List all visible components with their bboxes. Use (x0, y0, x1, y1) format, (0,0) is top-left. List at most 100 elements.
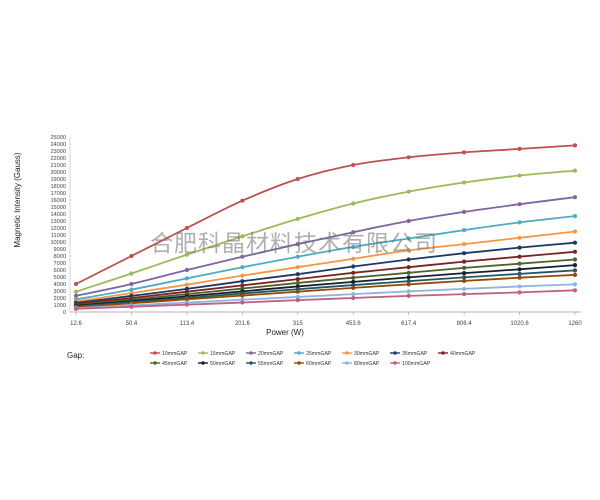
data-point-25mmgap (517, 220, 522, 225)
legend-label-10mmgap: 10mmGAP (162, 351, 188, 357)
data-point-100mmgap (517, 290, 522, 295)
data-point-50mmgap (406, 275, 411, 280)
legend-label-45mmgap: 45mmGAP (162, 361, 188, 367)
y-tick-label: 17000 (50, 191, 66, 197)
data-point-35mmgap (517, 245, 522, 250)
data-point-30mmgap (295, 265, 300, 270)
data-point-45mmgap (406, 270, 411, 275)
data-point-80mmgap (406, 289, 411, 294)
x-tick-label: 12.6 (70, 321, 82, 327)
data-point-55mmgap (462, 275, 467, 280)
data-point-55mmgap (572, 268, 578, 273)
y-tick-label: 18000 (50, 184, 66, 190)
series-line-30mmgap (75, 230, 576, 303)
data-point-35mmgap (572, 240, 578, 245)
y-tick-label: 6000 (54, 268, 66, 274)
data-point-30mmgap (406, 248, 411, 253)
data-point-60mmgap (462, 278, 467, 283)
data-point-20mmgap (295, 242, 300, 247)
data-point-60mmgap (517, 275, 522, 280)
series-lines (73, 143, 578, 311)
data-point-20mmgap (572, 195, 578, 200)
data-point-25mmgap (184, 276, 189, 281)
data-point-20mmgap (184, 267, 189, 273)
data-point-25mmgap (295, 254, 300, 259)
y-tick-label: 16000 (50, 198, 66, 204)
data-point-25mmgap (351, 244, 356, 249)
data-point-60mmgap (406, 282, 411, 287)
data-point-20mmgap (129, 281, 134, 287)
legend-label-40mmgap: 40mmGAP (450, 351, 476, 357)
data-point-40mmgap (572, 249, 578, 254)
data-point-60mmgap (295, 289, 300, 294)
legend-label-60mmgap: 60mmGAP (306, 361, 332, 367)
legend-marker-15mmgap (201, 351, 205, 355)
data-point-45mmgap (462, 265, 467, 270)
data-point-15mmgap (129, 271, 134, 276)
y-tick-label: 2000 (54, 296, 66, 302)
y-tick-label: 25000 (50, 135, 66, 141)
data-point-15mmgap (572, 168, 578, 173)
data-point-10mmgap (517, 146, 522, 151)
legend-marker-10mmgap (153, 351, 157, 355)
data-point-20mmgap (73, 293, 79, 298)
series-line-20mmgap (75, 196, 576, 297)
legend-marker-80mmgap (345, 361, 349, 365)
series-line-45mmgap (75, 258, 576, 306)
data-point-45mmgap (517, 261, 522, 266)
data-point-40mmgap (295, 277, 300, 282)
data-point-10mmgap (295, 176, 300, 182)
data-point-45mmgap (351, 275, 356, 280)
x-tick-label: 201.6 (235, 321, 251, 327)
series-line-25mmgap (75, 215, 576, 301)
legend-label-20mmgap: 20mmGAP (258, 351, 284, 357)
series-line-40mmgap (75, 250, 576, 305)
data-point-100mmgap (184, 302, 189, 307)
data-point-80mmgap (572, 282, 578, 287)
data-point-20mmgap (240, 254, 245, 259)
y-tick-label: 21000 (50, 163, 66, 169)
data-point-45mmgap (572, 257, 578, 262)
y-tick-label: 13000 (50, 219, 66, 225)
series-line-15mmgap (75, 169, 576, 293)
data-point-10mmgap (351, 162, 356, 168)
data-point-35mmgap (240, 279, 245, 284)
series-line-35mmgap (75, 241, 576, 304)
data-point-15mmgap (462, 180, 467, 185)
y-tick-label: 4000 (54, 282, 66, 288)
data-point-80mmgap (517, 284, 522, 289)
data-point-35mmgap (295, 272, 300, 277)
watermark-text: 合肥科晶材料技术有限公司 (150, 231, 438, 257)
data-point-35mmgap (406, 257, 411, 262)
data-point-100mmgap (351, 295, 356, 301)
data-point-10mmgap (184, 225, 189, 231)
x-tick-labels: 12.6 50.4 113.4 201.6 315 453.6 617.4 806.4 1020… (70, 312, 582, 327)
data-point-25mmgap (572, 214, 578, 219)
x-tick-label: 453.6 (346, 321, 362, 327)
series-line-55mmgap (75, 269, 576, 308)
data-point-20mmgap (517, 202, 522, 207)
data-point-100mmgap (295, 298, 300, 303)
series-line-60mmgap (75, 274, 576, 308)
data-point-40mmgap (240, 283, 245, 288)
data-point-10mmgap (406, 155, 411, 160)
y-tick-labels: 0100020003000400050006000700080009000100… (50, 135, 66, 316)
data-point-30mmgap (184, 282, 189, 287)
data-point-15mmgap (351, 201, 356, 206)
data-point-15mmgap (295, 216, 300, 221)
x-tick-label: 315 (293, 321, 304, 327)
data-point-60mmgap (572, 272, 578, 277)
data-point-100mmgap (240, 300, 245, 305)
y-axis-title-group: Magnetic Intensity (Gauss) (13, 152, 22, 247)
data-point-50mmgap (462, 271, 467, 276)
y-tick-label: 19000 (50, 177, 66, 183)
y-tick-label: 24000 (50, 142, 66, 148)
series-line-100mmgap (75, 289, 576, 310)
legend-marker-100mmgap (393, 361, 397, 365)
data-point-25mmgap (240, 265, 245, 270)
y-tick-label: 5000 (54, 275, 66, 281)
data-point-10mmgap (73, 281, 79, 287)
y-tick-label: 1000 (54, 303, 66, 309)
data-point-10mmgap (462, 150, 467, 155)
series-line-10mmgap (75, 144, 576, 285)
